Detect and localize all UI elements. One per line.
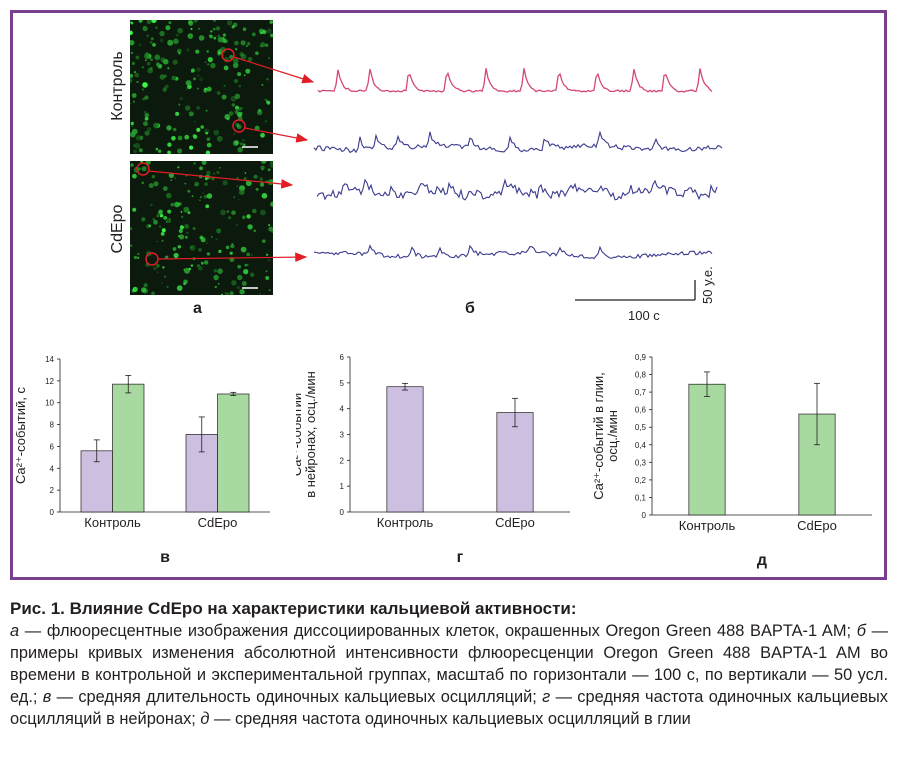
category-label: Контроль xyxy=(377,515,434,530)
caption-title: Рис. 1. Влияние CdEpo на характеристики … xyxy=(10,599,577,618)
y-tick-label: 2 xyxy=(50,486,55,495)
y-tick-label: 0,6 xyxy=(635,406,647,415)
arrow-3 xyxy=(148,170,294,189)
y-axis-label: осц./мин xyxy=(605,410,620,462)
caption-key-b: б xyxy=(856,622,866,640)
y-tick-label: 2 xyxy=(340,456,345,465)
y-tick-label: 1 xyxy=(340,482,345,491)
category-label: CdEpo xyxy=(797,518,837,533)
panel-letter: д xyxy=(757,552,767,569)
figure-caption: Рис. 1. Влияние CdEpo на характеристики … xyxy=(10,598,888,730)
caption-key-d: г xyxy=(542,688,551,706)
panel-letter: г xyxy=(457,549,464,566)
caption-text-a: — флюоресцентные изображения диссоцииров… xyxy=(19,622,857,640)
y-tick-label: 0,4 xyxy=(635,441,647,450)
caption-key-c: в xyxy=(42,688,52,706)
y-tick-label: 0,8 xyxy=(635,371,647,380)
y-tick-label: 0 xyxy=(340,508,345,517)
trace-control-neuron xyxy=(317,68,713,93)
y-axis-label: в нейронах, осц./мин xyxy=(303,371,318,498)
y-tick-label: 0,2 xyxy=(635,476,647,485)
y-tick-label: 8 xyxy=(50,421,55,430)
panel-letter-a: а xyxy=(193,300,202,317)
caption-key-a: а xyxy=(10,622,20,640)
y-axis-label: Ca²⁺-событий xyxy=(296,393,304,476)
y-tick-label: 0,7 xyxy=(635,388,647,397)
panel-letter-b: б xyxy=(465,300,475,317)
category-label: Контроль xyxy=(84,515,141,530)
y-tick-label: 4 xyxy=(340,405,345,414)
roi-circle-2 xyxy=(232,119,246,133)
category-label: CdEpo xyxy=(198,515,238,530)
chart-duration: 02468101214КонтрольCdEpoДлительностьCa²⁺… xyxy=(16,355,270,566)
y-tick-label: 14 xyxy=(45,355,54,364)
y-tick-label: 4 xyxy=(50,464,55,473)
y-tick-label: 6 xyxy=(50,442,55,451)
arrow-2 xyxy=(244,127,309,143)
caption-text-c: — средняя длительность одиночных кальцие… xyxy=(51,688,543,706)
trace-cdepo-glia xyxy=(313,244,713,260)
roi-circle-3 xyxy=(136,162,150,176)
micrograph-cdepo xyxy=(130,161,273,295)
y-tick-label: 0,9 xyxy=(635,353,647,362)
caption-text-b: — примеры кривых изменения абсолютной ин… xyxy=(10,622,888,706)
roi-circle-4 xyxy=(145,252,159,266)
caption-text-e: — средняя частота одиночных кальциевых о… xyxy=(209,710,691,728)
y-tick-label: 0,1 xyxy=(635,493,647,502)
y-tick-label: 0 xyxy=(50,508,55,517)
caption-body: а — флюоресцентные изображения диссоциир… xyxy=(10,620,888,730)
arrow-1 xyxy=(233,56,315,84)
y-tick-label: 5 xyxy=(340,379,345,388)
y-axis-label: Ca²⁺-событий, с xyxy=(16,387,28,485)
y-tick-label: 0 xyxy=(642,511,647,520)
trace-cdepo-neuron xyxy=(316,178,718,201)
traces-panel: 100 с 50 у.е. xyxy=(136,48,723,323)
y-tick-label: 12 xyxy=(45,377,54,386)
bar xyxy=(112,383,145,513)
trace-control-glia xyxy=(313,130,723,154)
category-label: Контроль xyxy=(679,518,736,533)
y-tick-label: 3 xyxy=(340,431,345,440)
y-tick-label: 0,3 xyxy=(635,458,647,467)
micrograph-control xyxy=(130,20,273,154)
arrow-4 xyxy=(157,252,308,262)
caption-text-d: — средняя частота одиночных кальциевых о… xyxy=(10,688,888,728)
bar xyxy=(496,412,534,513)
roi-circle-1 xyxy=(221,48,235,62)
bar xyxy=(217,393,250,513)
category-label: CdEpo xyxy=(495,515,535,530)
bar xyxy=(386,386,424,513)
y-tick-label: 10 xyxy=(45,399,54,408)
y-axis-label: Ca²⁺-событий в глии, xyxy=(592,372,606,500)
panel-letter: в xyxy=(160,549,170,566)
y-tick-label: 6 xyxy=(340,353,345,362)
bar xyxy=(688,383,726,516)
scale-y-label: 50 у.е. xyxy=(700,266,715,304)
y-tick-label: 0,5 xyxy=(635,423,647,432)
scale-x-label: 100 с xyxy=(628,308,660,323)
chart-glia-frequency: 0 0,1 0,2 0,3 0,4 0,5 0,6 0,7 0,8 0,9 Контроль CdEp… xyxy=(592,353,872,569)
chart-neuron-frequency: 0123456КонтрольCdEpoКоличествоCa²⁺-событ… xyxy=(296,353,570,566)
caption-key-e: д xyxy=(200,710,210,728)
